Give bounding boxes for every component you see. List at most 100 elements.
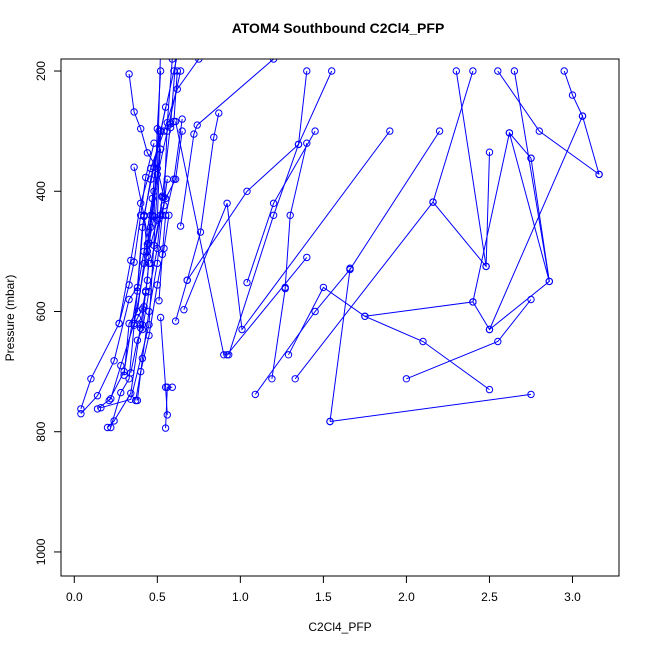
data-point [137,324,145,332]
data-point [190,130,198,138]
profile-series [176,2,326,230]
data-point [196,228,205,236]
data-point [156,67,165,75]
series-line [158,119,183,301]
data-point [145,331,153,340]
data-point [402,375,411,383]
data-point [157,44,163,50]
series-line [271,143,308,379]
x-tick-label: 0.0 [66,590,83,604]
data-point [147,211,155,220]
data-point [429,198,437,206]
data-point [545,277,553,286]
profile-series [156,313,172,419]
data-point [527,390,535,399]
profile-series [132,211,173,405]
data-point [97,404,105,412]
data-point [130,108,138,116]
series-line [228,70,333,355]
data-point [155,297,163,305]
data-point [281,283,289,292]
x-tick-label: 3.0 [564,590,581,604]
data-point [527,154,535,162]
series-line [472,114,600,331]
data-point [153,170,162,179]
profile-series [268,139,311,383]
series-line [135,215,170,401]
series-line [254,130,441,395]
y-axis-label: Pressure (mbar) [3,275,17,362]
data-point [215,109,223,117]
plot-frame [60,58,620,577]
profile-series [77,59,203,413]
profile-series [125,70,168,202]
data-point [93,392,102,400]
series-line [160,59,173,216]
data-point [568,91,577,99]
data-point [485,385,494,394]
data-point [125,281,133,289]
data-point [161,424,170,432]
series-line [180,59,275,227]
data-point [127,369,135,377]
data-point [107,423,115,432]
data-point [320,2,326,8]
profile-series [155,115,186,305]
data-point [595,170,603,179]
profile-series [291,148,494,383]
data-point [142,173,150,182]
data-point [178,115,186,123]
y-tick-label: 200 [34,61,48,81]
series-line [170,70,178,128]
data-point [138,325,147,334]
data-point [482,262,490,271]
x-axis-label: C2Cl4_PFP [308,620,371,634]
data-point [163,411,172,419]
x-tick-label: 2.0 [398,590,415,604]
profile-series [93,67,185,413]
series-line [432,70,474,203]
data-point [103,423,112,432]
profile-series [505,67,553,286]
data-point [143,149,152,157]
x-tick-label: 0.5 [149,590,166,604]
data-point [173,67,182,75]
data-point [195,59,203,63]
data-point [184,8,190,14]
series-line [140,292,147,329]
data-point [510,67,519,75]
data-point [110,357,118,365]
profile-series [560,67,587,120]
profile-series [402,295,535,383]
data-point [319,283,328,292]
data-point [77,405,85,413]
data-point [117,388,125,397]
data-point [132,396,140,405]
profile-series [156,59,176,220]
series-line [186,70,308,281]
data-point [93,405,102,413]
series-line [329,268,351,422]
data-point [183,276,191,284]
data-point [163,119,172,127]
data-point [485,325,494,334]
profile-series [251,127,444,399]
data-point [105,396,113,405]
data-point [145,307,153,316]
data-point [143,240,152,248]
y-tick-label: 800 [34,421,48,441]
data-point [156,313,165,322]
data-point [115,319,123,328]
series-line [80,130,162,415]
data-point [193,121,201,129]
series-line [183,130,391,331]
data-point [452,67,460,75]
profile-series [225,67,336,359]
data-point [243,278,251,287]
profile-series [161,383,177,432]
data-point [223,199,231,208]
series-line [153,59,177,246]
data-point [469,298,477,306]
data-point [494,67,502,75]
series-line [288,286,490,391]
